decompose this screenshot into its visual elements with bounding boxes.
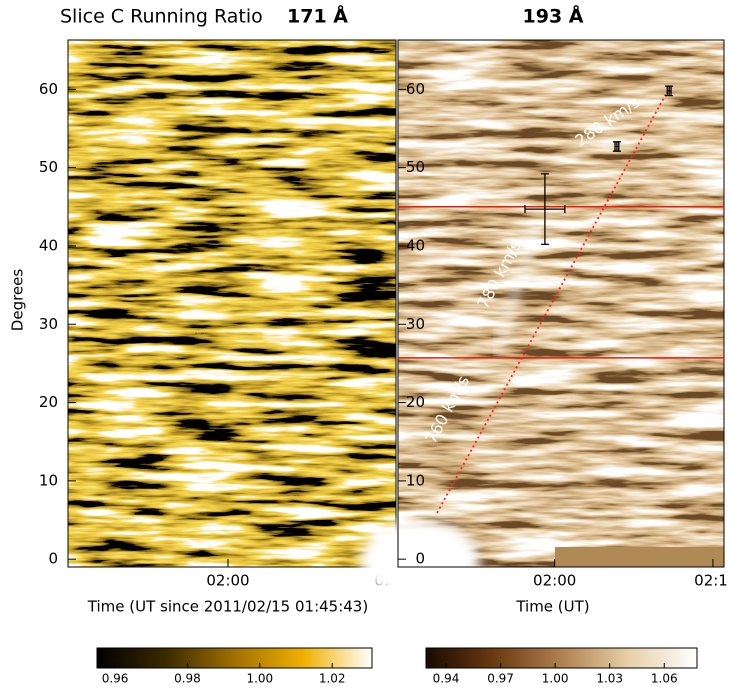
error-bar-x — [614, 142, 620, 151]
y-tick-label: 50 — [39, 158, 58, 176]
title: Slice C Running Ratio — [60, 6, 263, 28]
title-wavelength: 171 Å — [287, 4, 348, 28]
x-tick-label: 02:1 — [694, 572, 728, 590]
y-tick-label: 20 — [39, 393, 58, 411]
colorbar-tick-label: 1.00 — [542, 672, 569, 686]
y-tick-label: 30 — [406, 315, 425, 333]
image-panel — [68, 40, 396, 567]
image-panel — [398, 40, 724, 567]
y-tick-label: 50 — [406, 158, 425, 176]
bright-region — [360, 520, 480, 600]
y-tick-label: 40 — [39, 236, 58, 254]
fit-line — [436, 89, 669, 514]
y-tick-label: 0 — [415, 550, 425, 568]
colorbar — [425, 647, 698, 669]
y-tick-label: 0 — [48, 550, 58, 568]
colorbar-tick-label: 1.03 — [596, 672, 623, 686]
occulter — [555, 547, 724, 567]
x-axis-label: Time (UT since 2011/02/15 01:45:43) — [87, 598, 368, 616]
y-tick-label: 10 — [39, 471, 58, 489]
x-axis-label: Time (UT) — [515, 598, 589, 616]
y-tick-label: 20 — [406, 393, 425, 411]
colorbar-tick-label: 0.98 — [174, 672, 201, 686]
y-tick-label: 60 — [406, 80, 425, 98]
x-tick-label: 02:00 — [533, 572, 576, 590]
error-bar-x — [524, 205, 566, 214]
error-bar-x — [666, 86, 672, 95]
y-tick-label: 30 — [39, 315, 58, 333]
colorbar-tick-label: 1.02 — [319, 672, 346, 686]
panel-frame — [67, 39, 397, 568]
y-axis-label: Degrees — [9, 269, 27, 332]
colorbar-tick-label: 0.96 — [102, 672, 129, 686]
y-tick-label: 40 — [406, 236, 425, 254]
fit-streak — [493, 221, 541, 354]
y-tick-label: 60 — [39, 80, 58, 98]
colorbar-tick-label: 0.94 — [433, 672, 460, 686]
panel-frame — [397, 39, 725, 568]
colorbar-tick-label: 1.00 — [246, 672, 273, 686]
x-tick-label: 02:00 — [206, 572, 249, 590]
colorbar — [96, 647, 373, 669]
title-wavelength: 193 Å — [523, 4, 584, 28]
colorbar-tick-label: 0.97 — [487, 672, 514, 686]
y-tick-label: 10 — [406, 471, 425, 489]
colorbar-tick-label: 1.06 — [651, 672, 678, 686]
